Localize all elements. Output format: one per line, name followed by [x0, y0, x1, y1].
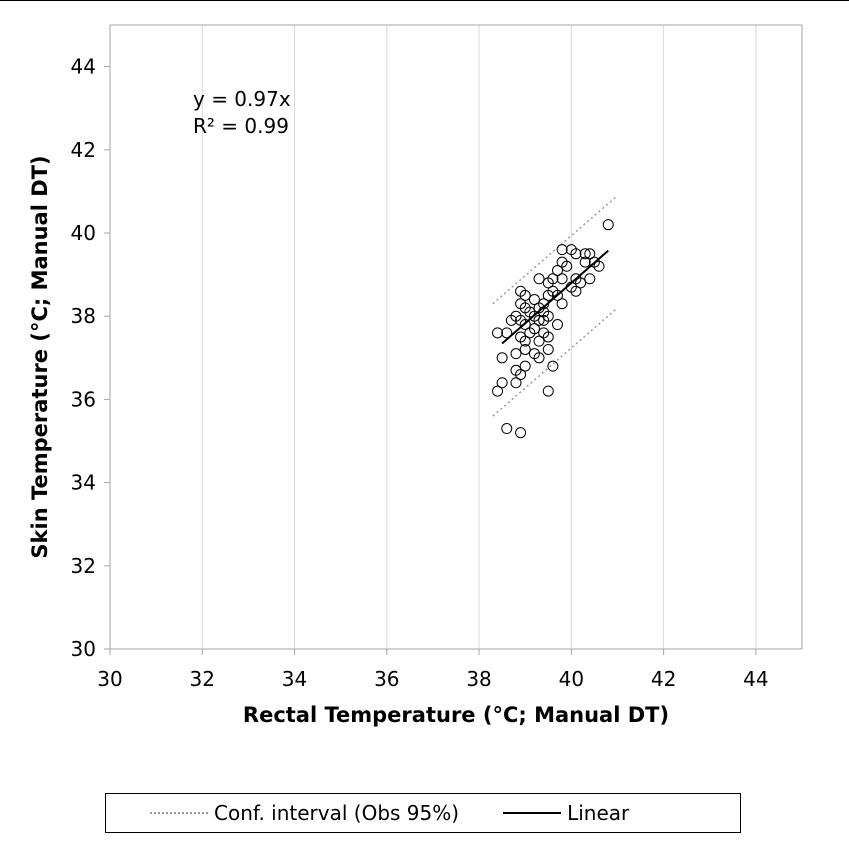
conf-interval-upper-line [492, 194, 618, 305]
grid-lines [201, 25, 757, 649]
data-point-41 [542, 331, 554, 343]
data-point-5 [515, 427, 527, 439]
data-point-47 [551, 264, 563, 276]
data-point-1 [496, 352, 508, 364]
data-point-2 [496, 377, 508, 389]
data-point-59 [570, 285, 582, 297]
solid-line-swatch [503, 812, 562, 814]
data-point-54 [561, 260, 573, 272]
data-point-34 [538, 298, 550, 310]
r-squared-label: R² = 0.99 [193, 114, 289, 138]
data-point-4 [501, 423, 513, 435]
data-point-64 [584, 248, 596, 260]
data-point-62 [579, 256, 591, 268]
data-point-44 [547, 273, 559, 285]
x-tick-label-32: 32 [190, 667, 215, 691]
top-border-line [0, 0, 849, 1]
equation-label: y = 0.97x [193, 87, 291, 111]
y-axis-title: Skin Temperature (°C; Manual DT) [28, 155, 52, 558]
x-tick-label-44: 44 [743, 667, 768, 691]
x-tick-label-38: 38 [466, 667, 491, 691]
legend: Conf. interval (Obs 95%) Linear [105, 793, 741, 833]
legend-item-linear: Linear [459, 801, 629, 825]
data-point-21 [519, 343, 531, 355]
data-point-67 [602, 219, 614, 231]
data-point-11 [510, 377, 522, 389]
data-point-43 [542, 385, 554, 397]
data-point-20 [519, 335, 531, 347]
y-axis-ticks: 30 32 34 36 38 40 42 44 [71, 55, 110, 661]
y-tick-label-38: 38 [71, 304, 96, 328]
dotted-line-swatch [150, 812, 208, 814]
data-point-53 [556, 298, 568, 310]
x-tick-label-30: 30 [97, 667, 122, 691]
data-point-19 [519, 319, 531, 331]
data-point-22 [519, 360, 531, 372]
x-axis-title: Rectal Temperature (°C; Manual DT) [243, 703, 669, 727]
y-tick-label-34: 34 [71, 471, 96, 495]
y-tick-label-30: 30 [71, 637, 96, 661]
data-point-17 [519, 289, 531, 301]
data-point-48 [551, 289, 563, 301]
data-point-9 [510, 348, 522, 360]
data-point-27 [528, 323, 540, 335]
data-point-63 [584, 273, 596, 285]
x-axis-ticks: 30 32 34 36 38 40 42 44 [97, 649, 769, 691]
y-tick-label-36: 36 [71, 387, 96, 411]
x-tick-label-40: 40 [559, 667, 584, 691]
confidence-interval-lines [492, 194, 618, 417]
data-point-52 [556, 273, 568, 285]
plot-area [109, 24, 803, 650]
data-point-31 [533, 314, 545, 326]
y-tick-label-32: 32 [71, 554, 96, 578]
x-tick-label-42: 42 [651, 667, 676, 691]
data-point-46 [547, 360, 559, 372]
y-tick-label-40: 40 [71, 221, 96, 245]
data-point-50 [556, 244, 568, 256]
legend-item-conf-interval: Conf. interval (Obs 95%) [106, 801, 459, 825]
y-tick-label-42: 42 [71, 138, 96, 162]
data-point-57 [570, 248, 582, 260]
data-point-16 [515, 368, 527, 380]
data-point-66 [593, 260, 605, 272]
data-point-3 [492, 385, 504, 397]
data-point-42 [542, 343, 554, 355]
x-tick-label-34: 34 [282, 667, 307, 691]
data-point-61 [579, 248, 591, 260]
linear-fit-line [501, 249, 609, 345]
data-point-6 [501, 327, 513, 339]
data-point-0 [492, 327, 504, 339]
scatter-chart: 30 32 34 36 38 40 42 44 30 32 34 36 38 40 42 44 y = 0.… [28, 24, 803, 727]
data-points [492, 219, 614, 439]
fit-line-group [501, 249, 609, 345]
data-point-25 [528, 294, 540, 306]
legend-label-linear: Linear [567, 801, 630, 825]
data-point-49 [551, 319, 563, 331]
data-point-32 [533, 335, 545, 347]
legend-label-conf-interval: Conf. interval (Obs 95%) [214, 801, 460, 825]
y-tick-label-44: 44 [71, 55, 96, 79]
x-tick-label-36: 36 [374, 667, 399, 691]
data-point-40 [542, 310, 554, 322]
data-point-60 [575, 277, 587, 289]
data-point-29 [533, 273, 545, 285]
data-point-33 [533, 352, 545, 364]
